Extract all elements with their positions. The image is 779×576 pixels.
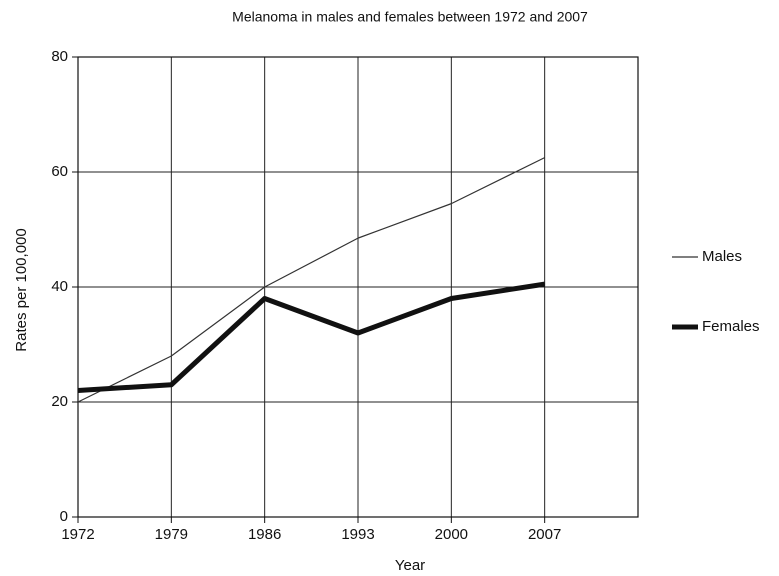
- chart-title: Melanoma in males and females between 19…: [232, 9, 588, 25]
- y-tick-label: 60: [51, 163, 68, 180]
- y-tick-label: 20: [51, 393, 68, 410]
- legend-label: Females: [702, 318, 760, 335]
- y-tick-label: 40: [51, 278, 68, 295]
- x-tick-label: 1979: [155, 526, 188, 543]
- x-tick-label: 1993: [341, 526, 374, 543]
- line-series: [77, 157, 545, 403]
- x-axis-label: Year: [395, 557, 425, 574]
- legend-label: Males: [702, 248, 742, 265]
- line-series: [77, 281, 546, 393]
- plot-border: [77, 56, 639, 518]
- y-axis-label: Rates per 100,000: [13, 228, 30, 351]
- y-tick-label: 80: [51, 48, 68, 65]
- x-tick-label: 2007: [528, 526, 561, 543]
- x-tick-label: 1986: [248, 526, 281, 543]
- x-tick-label: 2000: [435, 526, 468, 543]
- y-tick-label: 0: [60, 508, 68, 525]
- x-tick-label: 1972: [61, 526, 94, 543]
